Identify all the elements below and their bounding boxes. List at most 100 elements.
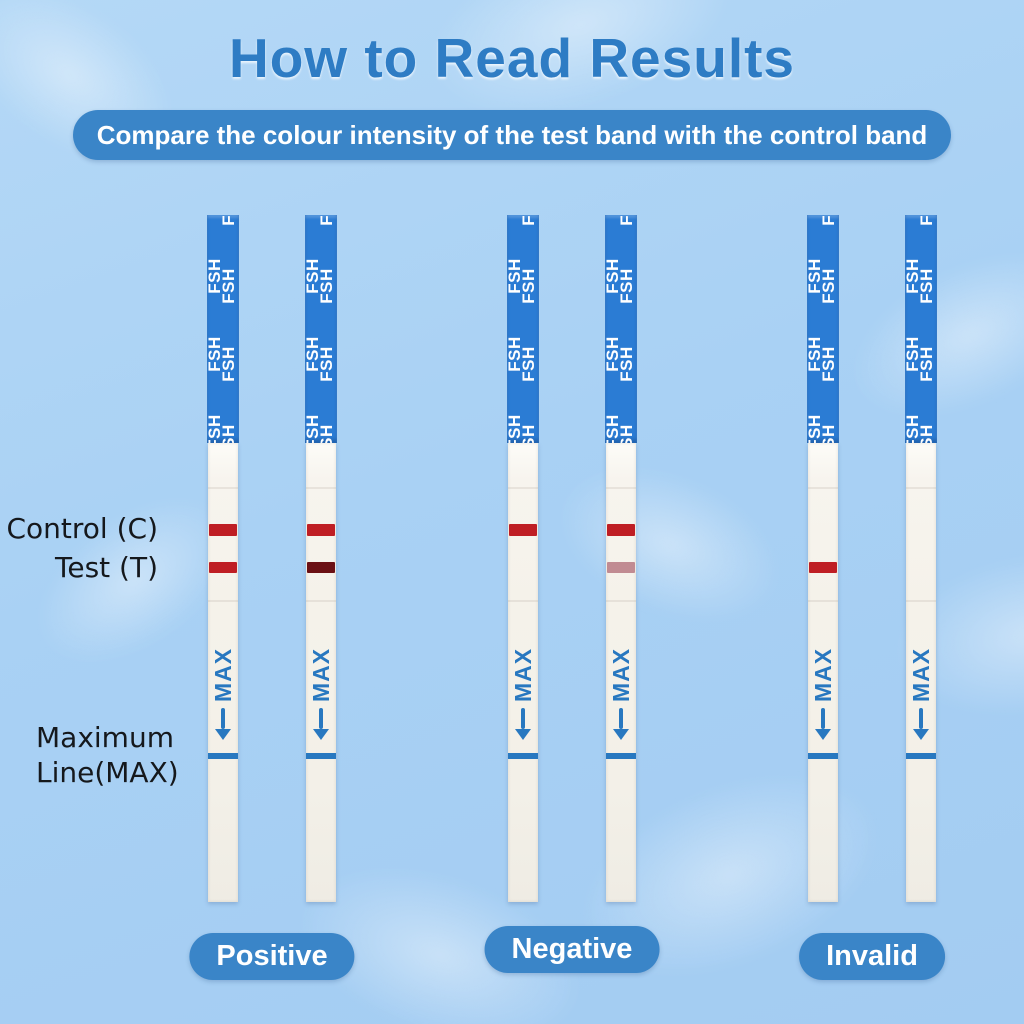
strip-seam — [808, 487, 838, 489]
test-band — [307, 562, 335, 573]
strip-seam — [208, 600, 238, 602]
strip-seam — [808, 600, 838, 602]
max-arrow-icon — [521, 708, 525, 729]
max-arrow-icon — [821, 708, 825, 729]
strip-seam — [906, 600, 936, 602]
strip-body: MAX — [208, 443, 238, 902]
fsh-text: FSH — [819, 346, 838, 382]
fsh-text: FSH — [519, 215, 538, 228]
strip-body: MAX — [606, 443, 636, 902]
maximum-line-label: Maximum Line(MAX) — [36, 720, 256, 790]
test-strip: FSHFSHFSHFSHFSHFSHFSHFSHMAX — [207, 215, 239, 902]
strip-handle: FSHFSHFSHFSHFSHFSHFSHFSH — [305, 215, 337, 443]
control-band — [209, 524, 237, 536]
strip-handle: FSHFSHFSHFSHFSHFSHFSHFSH — [807, 215, 839, 443]
fsh-text: FSH — [317, 215, 336, 228]
fsh-text: FSH — [317, 268, 336, 304]
fsh-text: FSH — [617, 268, 636, 304]
fsh-text: FSH — [519, 268, 538, 304]
strip-seam — [508, 600, 538, 602]
strip-body: MAX — [508, 443, 538, 902]
max-arrow-icon — [815, 729, 831, 740]
max-label: MAX — [608, 647, 634, 702]
strip-seam — [306, 600, 336, 602]
control-band — [307, 524, 335, 536]
test-strip: FSHFSHFSHFSHFSHFSHFSHFSHMAX — [905, 215, 937, 902]
max-arrow-icon — [913, 729, 929, 740]
strip-seam — [606, 487, 636, 489]
strip-seam — [606, 600, 636, 602]
max-line — [606, 753, 636, 759]
strip-seam — [508, 487, 538, 489]
fsh-text: FSH — [617, 346, 636, 382]
test-strip: FSHFSHFSHFSHFSHFSHFSHFSHMAX — [605, 215, 637, 902]
result-label-positive: Positive — [189, 933, 355, 980]
max-label: MAX — [308, 647, 334, 702]
strip-seam — [208, 487, 238, 489]
fsh-text: FSH — [617, 424, 636, 443]
strip-body: MAX — [306, 443, 336, 902]
strip-seam — [906, 487, 936, 489]
test-strip: FSHFSHFSHFSHFSHFSHFSHFSHMAX — [807, 215, 839, 902]
result-group-negative: FSHFSHFSHFSHFSHFSHFSHFSHMAXFSHFSHFSHFSHF… — [462, 215, 682, 990]
max-label: MAX — [510, 647, 536, 702]
strip-handle: FSHFSHFSHFSHFSHFSHFSHFSH — [905, 215, 937, 443]
fsh-text: FSH — [917, 215, 936, 228]
maximum-line-label-line2: Line(MAX) — [36, 756, 179, 789]
max-label: MAX — [810, 647, 836, 702]
max-arrow-icon — [619, 708, 623, 729]
max-line — [508, 753, 538, 759]
fsh-text: FSH — [819, 268, 838, 304]
max-label: MAX — [908, 647, 934, 702]
test-band — [209, 562, 237, 573]
strip-seam — [306, 487, 336, 489]
fsh-text: FSH — [819, 424, 838, 443]
max-line — [906, 753, 936, 759]
strip-handle: FSHFSHFSHFSHFSHFSHFSHFSH — [507, 215, 539, 443]
fsh-text: FSH — [819, 215, 838, 228]
result-group-invalid: FSHFSHFSHFSHFSHFSHFSHFSHMAXFSHFSHFSHFSHF… — [762, 215, 982, 990]
max-line — [808, 753, 838, 759]
max-label: MAX — [210, 647, 236, 702]
control-band — [607, 524, 635, 536]
max-arrow-icon — [221, 708, 225, 729]
test-band — [607, 562, 635, 573]
instruction-banner: Compare the colour intensity of the test… — [73, 110, 951, 160]
fsh-text: FSH — [317, 346, 336, 382]
max-arrow-icon — [613, 729, 629, 740]
result-label-negative: Negative — [484, 926, 660, 973]
fsh-text: FSH — [617, 215, 636, 228]
fsh-text: FSH — [219, 268, 238, 304]
strip-handle: FSHFSHFSHFSHFSHFSHFSHFSH — [207, 215, 239, 443]
max-arrow-icon — [215, 729, 231, 740]
fsh-text: FSH — [519, 346, 538, 382]
strip-body: MAX — [906, 443, 936, 902]
control-line-label: Control (C) — [6, 512, 158, 545]
max-line — [208, 753, 238, 759]
test-line-label: Test (T) — [55, 551, 158, 584]
max-line — [306, 753, 336, 759]
fsh-text: FSH — [219, 346, 238, 382]
maximum-line-label-line1: Maximum — [36, 721, 174, 754]
max-arrow-icon — [313, 729, 329, 740]
page-title: How to Read Results — [228, 27, 796, 89]
fsh-text: FSH — [917, 268, 936, 304]
max-arrow-icon — [319, 708, 323, 729]
fsh-text: FSH — [219, 424, 238, 443]
max-arrow-icon — [515, 729, 531, 740]
fsh-text: FSH — [917, 346, 936, 382]
strip-body: MAX — [808, 443, 838, 902]
fsh-text: FSH — [519, 424, 538, 443]
strip-handle: FSHFSHFSHFSHFSHFSHFSHFSH — [605, 215, 637, 443]
result-label-invalid: Invalid — [799, 933, 945, 980]
max-arrow-icon — [919, 708, 923, 729]
test-strip: FSHFSHFSHFSHFSHFSHFSHFSHMAX — [305, 215, 337, 902]
result-group-positive: FSHFSHFSHFSHFSHFSHFSHFSHMAXFSHFSHFSHFSHF… — [162, 215, 382, 990]
fsh-text: FSH — [219, 215, 238, 228]
fsh-text: FSH — [317, 424, 336, 443]
control-band — [509, 524, 537, 536]
test-strip: FSHFSHFSHFSHFSHFSHFSHFSHMAX — [507, 215, 539, 902]
test-band — [809, 562, 837, 573]
